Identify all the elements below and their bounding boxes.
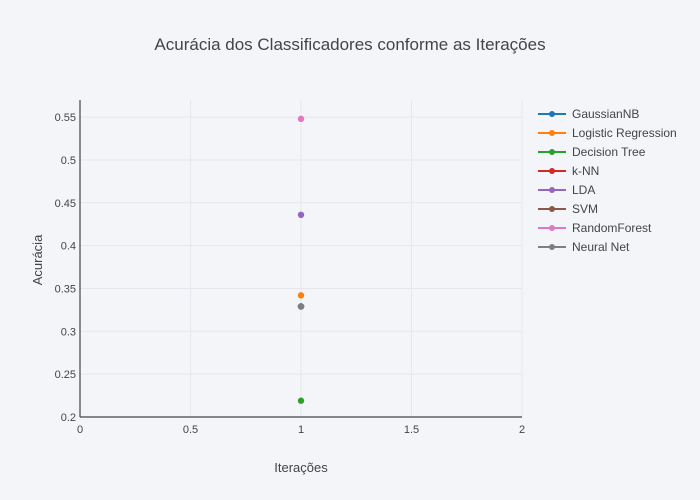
legend-swatch-marker xyxy=(549,111,555,117)
data-point-neural-net[interactable] xyxy=(297,303,305,310)
legend-label: Neural Net xyxy=(572,240,630,254)
legend-swatch-marker xyxy=(549,149,555,155)
x-tick-label: 0.5 xyxy=(183,424,198,436)
chart-title: Acurácia dos Classificadores conforme as… xyxy=(154,35,545,54)
x-tick-label: 1.5 xyxy=(404,424,419,436)
y-tick-label: 0.25 xyxy=(55,369,76,381)
legend-item-decision-tree[interactable]: Decision Tree xyxy=(538,145,646,159)
y-tick-label: 0.4 xyxy=(61,241,76,253)
legend-label: LDA xyxy=(572,183,595,197)
axes xyxy=(79,100,522,418)
legend-label: Logistic Regression xyxy=(572,126,677,140)
legend-item-gaussiannb[interactable]: GaussianNB xyxy=(538,107,639,121)
y-axis-title: Acurácia xyxy=(30,234,45,285)
data-points xyxy=(297,115,305,404)
legend-swatch-marker xyxy=(549,244,555,250)
legend-item-lda[interactable]: LDA xyxy=(538,183,595,197)
legend-label: Decision Tree xyxy=(572,145,646,159)
x-tick-label: 0 xyxy=(77,424,83,436)
y-tick-label: 0.45 xyxy=(55,198,76,210)
y-tick-label: 0.35 xyxy=(55,283,76,295)
legend[interactable]: GaussianNB Logistic Regression Decision Tr… xyxy=(538,107,677,254)
data-point-logistic-regression[interactable] xyxy=(297,292,305,299)
legend-item-neural-net[interactable]: Neural Net xyxy=(538,240,630,254)
data-point-decision-tree[interactable] xyxy=(297,397,305,404)
legend-item-logistic-regression[interactable]: Logistic Regression xyxy=(538,126,677,140)
legend-label: SVM xyxy=(572,202,598,216)
legend-swatch-marker xyxy=(549,168,555,174)
legend-label: GaussianNB xyxy=(572,107,639,121)
legend-label: RandomForest xyxy=(572,221,652,235)
y-tick-label: 0.55 xyxy=(55,112,76,124)
tick-labels: 0 0.5 1 1.5 2 0.2 0.25 0.3 0.35 0.4 0.45 0.5 0.55 xyxy=(55,112,525,436)
y-tick-label: 0.5 xyxy=(61,155,76,167)
y-tick-label: 0.2 xyxy=(61,412,76,424)
data-point-randomforest[interactable] xyxy=(297,115,305,123)
legend-swatch-marker xyxy=(549,187,555,193)
legend-item-k-nn[interactable]: k-NN xyxy=(538,164,599,178)
x-tick-label: 2 xyxy=(519,424,525,436)
legend-swatch-marker xyxy=(549,225,555,231)
x-tick-label: 1 xyxy=(298,424,304,436)
legend-label: k-NN xyxy=(572,164,599,178)
legend-item-randomforest[interactable]: RandomForest xyxy=(538,221,652,235)
y-tick-label: 0.3 xyxy=(61,326,76,338)
legend-swatch-marker xyxy=(549,130,555,136)
data-point-lda[interactable] xyxy=(297,211,305,219)
x-axis-title: Iterações xyxy=(274,460,328,475)
legend-item-svm[interactable]: SVM xyxy=(538,202,598,216)
grid-lines xyxy=(80,100,523,417)
legend-swatch-marker xyxy=(549,206,555,212)
